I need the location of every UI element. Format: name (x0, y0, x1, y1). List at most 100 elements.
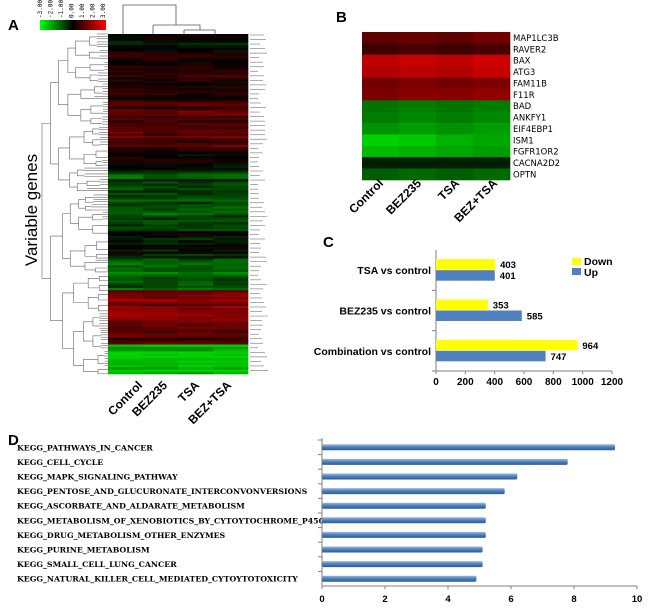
heatmap-a-cell (213, 208, 249, 212)
panel-d-chart: KEGG_PATHWAYS_IN_CANCER KEGG_CELL_CYCLE KE… (17, 438, 642, 605)
row-dendrogram-branch (89, 51, 100, 59)
heatmap-a-cell (213, 285, 249, 289)
heatmap-a-cell (213, 49, 249, 53)
row-dendrogram-branch (78, 199, 86, 209)
heatmap-a-cell (178, 337, 214, 341)
panel-c-label: C (323, 234, 334, 251)
color-scale-tick: -1.00 (58, 0, 65, 18)
heatmap-a-cell (178, 321, 214, 325)
heatmap-a-cell (213, 190, 249, 193)
heatmap-a-cell (108, 355, 144, 359)
heatmap-a-cell (178, 315, 214, 318)
heatmap-a-cell (143, 34, 179, 37)
heatmap-a-cell (143, 310, 179, 314)
heatmap-a-cell (213, 88, 249, 91)
heatmap-b-cell (436, 43, 474, 56)
heatmap-a-cell (108, 233, 144, 237)
heatmap-a-cell (213, 276, 249, 280)
heatmap-a-cell (108, 199, 144, 203)
heatmap-a-cell (108, 142, 144, 146)
heatmap-a-cell (143, 272, 179, 275)
heatmap-a-cell (178, 342, 214, 345)
heatmap-a-cell (178, 154, 214, 157)
heatmap-a-cell (178, 240, 214, 243)
heatmap-a-cell (143, 226, 179, 230)
heatmap-a-cell (213, 319, 249, 323)
heatmap-a-cell (108, 185, 144, 189)
heatmap-a-cell (108, 349, 144, 352)
heatmap-a-cell (178, 167, 214, 171)
heatmap-a-cell (178, 151, 214, 155)
heatmap-a-cell (108, 197, 144, 200)
heatmap-a-cell (213, 278, 249, 282)
row-dendrogram-branch (50, 82, 59, 165)
heatmap-a-cell (143, 199, 179, 203)
panel-d-category-label: KEGG_PURINE_METABOLISM (17, 546, 150, 555)
heatmap-a-cell (108, 328, 144, 332)
heatmap-a-cell (108, 242, 144, 246)
heatmap-a-cell (143, 102, 179, 105)
heatmap-a-cell (143, 358, 179, 361)
heatmap-a-cell (178, 199, 214, 203)
heatmap-a-cell (178, 267, 214, 271)
row-dendrogram-branch (83, 131, 93, 143)
row-dendrogram-branch (92, 317, 100, 327)
heatmap-a-cell (213, 310, 249, 314)
heatmap-a-cell (108, 238, 144, 241)
heatmap-a-cell (143, 355, 179, 359)
heatmap-a-cell (178, 34, 214, 37)
heatmap-a-cell (108, 360, 144, 363)
heatmap-a-cell (143, 36, 179, 39)
heatmap-a-cell (213, 328, 249, 332)
panel-c-x-tick-label: 400 (486, 377, 503, 388)
heatmap-a-cell (178, 47, 214, 51)
heatmap-a-cell (178, 201, 214, 205)
row-dendrogram-branch (67, 93, 81, 116)
panel-c-x-tick-label: 600 (516, 377, 533, 388)
heatmap-a-cell (178, 281, 214, 284)
heatmap-a-cell (108, 240, 144, 243)
heatmap-a-cell (108, 247, 144, 250)
heatmap-a-cell (143, 77, 179, 80)
heatmap-a-cell (108, 99, 144, 103)
heatmap-a-cell (178, 54, 214, 57)
heatmap-a-cell (108, 362, 144, 366)
heatmap-a-cell (143, 281, 179, 284)
legend-down-label: Down (584, 256, 613, 268)
heatmap-a-cell (213, 147, 249, 150)
heatmap-a-cell (108, 204, 144, 207)
heatmap-a-cell (213, 303, 249, 307)
heatmap-a-cell (178, 117, 214, 121)
heatmap-a-cell (108, 251, 144, 255)
row-dendrogram-branch (86, 180, 100, 186)
heatmap-b-gene-label: EIF4EBP1 (513, 125, 553, 135)
heatmap-a-cell (178, 72, 214, 76)
heatmap-a-cell (143, 149, 179, 153)
heatmap-a-cell (178, 344, 214, 348)
heatmap-a-cell (178, 351, 214, 354)
heatmap-a-cell (213, 228, 249, 232)
heatmap-a-cell (143, 344, 179, 348)
heatmap-a-cell (143, 262, 179, 266)
heatmap-a-cell (108, 95, 144, 98)
heatmap-a-cell (143, 115, 179, 119)
heatmap-b-cell (436, 32, 474, 44)
heatmap-a-cell (178, 274, 214, 277)
panel-d-bar (322, 488, 505, 495)
heatmap-a-cell (108, 120, 144, 123)
heatmap-a-cell (213, 256, 249, 259)
heatmap-a-cell (108, 285, 144, 289)
heatmap-a-cell (178, 360, 214, 363)
heatmap-a-cell (178, 188, 214, 191)
heatmap-a-cell (213, 321, 249, 325)
heatmap-b-cell (473, 54, 511, 67)
heatmap-a-cell (143, 285, 179, 289)
heatmap-b-gene-label: RAVER2 (513, 45, 546, 55)
heatmap-a-cell (178, 204, 214, 207)
heatmap-a-cell (213, 160, 249, 164)
heatmap-a-cell (178, 233, 214, 237)
heatmap-a-cell (108, 294, 144, 298)
heatmap-a-cell (108, 122, 144, 125)
row-dendrogram-branch (50, 235, 63, 322)
heatmap-a-cell (108, 133, 144, 137)
